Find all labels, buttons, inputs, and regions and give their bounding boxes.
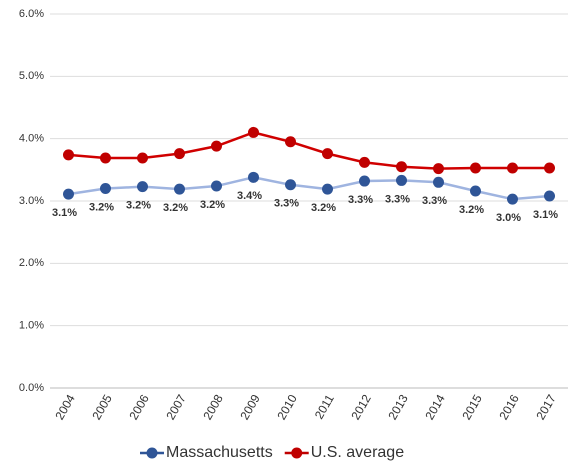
data-label: 3.2% bbox=[89, 201, 114, 213]
data-label: 3.2% bbox=[200, 199, 225, 211]
data-label: 3.3% bbox=[422, 195, 447, 207]
data-label: 3.2% bbox=[163, 202, 188, 214]
legend-marker bbox=[291, 447, 303, 459]
data-point bbox=[433, 176, 444, 188]
data-point bbox=[285, 136, 296, 148]
data-label: 3.0% bbox=[496, 212, 521, 224]
y-tick-label: 3.0% bbox=[19, 195, 44, 207]
x-tick-label: 2004 bbox=[52, 392, 78, 422]
data-label: 3.4% bbox=[237, 190, 262, 202]
x-tick-label: 2011 bbox=[312, 392, 337, 422]
x-tick-label: 2007 bbox=[163, 392, 189, 422]
x-tick-label: 2009 bbox=[237, 392, 263, 422]
x-tick-label: 2017 bbox=[533, 392, 559, 422]
data-label: 3.3% bbox=[274, 198, 299, 210]
series-line bbox=[68, 176, 550, 201]
data-point bbox=[63, 188, 74, 200]
legend-marker bbox=[146, 447, 158, 459]
legend: Massachusetts U.S. average bbox=[140, 444, 404, 461]
data-point bbox=[507, 193, 518, 205]
y-tick-label: 0.0% bbox=[19, 382, 44, 394]
data-point bbox=[137, 152, 148, 164]
data-point bbox=[470, 185, 481, 197]
data-point bbox=[100, 183, 111, 195]
data-point bbox=[285, 179, 296, 191]
data-point bbox=[63, 149, 74, 161]
data-label: 3.3% bbox=[385, 193, 410, 205]
data-label: 3.2% bbox=[311, 202, 336, 214]
x-tick-label: 2016 bbox=[496, 392, 522, 422]
x-tick-label: 2015 bbox=[459, 392, 485, 422]
data-point bbox=[359, 175, 370, 187]
legend-label: U.S. average bbox=[311, 444, 404, 461]
legend-label: Massachusetts bbox=[166, 444, 273, 461]
y-tick-label: 4.0% bbox=[19, 133, 44, 145]
data-point bbox=[100, 152, 111, 164]
x-tick-label: 2006 bbox=[126, 392, 152, 422]
data-point bbox=[433, 163, 444, 175]
data-point bbox=[359, 156, 370, 168]
data-point bbox=[174, 148, 185, 160]
data-point bbox=[211, 180, 222, 192]
x-tick-label: 2012 bbox=[348, 392, 374, 422]
x-tick-label: 2013 bbox=[385, 392, 411, 422]
data-point bbox=[396, 161, 407, 173]
x-tick-label: 2010 bbox=[274, 392, 300, 422]
data-point bbox=[248, 126, 259, 138]
y-tick-label: 1.0% bbox=[19, 320, 44, 332]
data-label: 3.3% bbox=[348, 194, 373, 206]
data-label: 3.1% bbox=[52, 207, 77, 219]
x-tick-label: 2005 bbox=[89, 392, 115, 422]
data-point bbox=[248, 171, 259, 183]
data-point bbox=[470, 162, 481, 174]
data-point bbox=[396, 174, 407, 186]
x-tick-label: 2008 bbox=[200, 392, 226, 422]
data-point bbox=[507, 162, 518, 174]
y-tick-label: 6.0% bbox=[19, 8, 44, 20]
data-point bbox=[544, 162, 555, 174]
x-tick-label: 2014 bbox=[422, 392, 448, 422]
data-label: 3.1% bbox=[533, 209, 558, 221]
data-point bbox=[137, 181, 148, 193]
data-label: 3.2% bbox=[459, 204, 484, 216]
data-point bbox=[322, 183, 333, 195]
series-line bbox=[68, 131, 550, 170]
data-label: 3.2% bbox=[126, 200, 151, 212]
data-point bbox=[174, 183, 185, 195]
y-tick-label: 5.0% bbox=[19, 70, 44, 82]
data-point bbox=[211, 140, 222, 152]
data-point bbox=[322, 148, 333, 160]
y-tick-label: 2.0% bbox=[19, 257, 44, 269]
data-point bbox=[544, 190, 555, 202]
